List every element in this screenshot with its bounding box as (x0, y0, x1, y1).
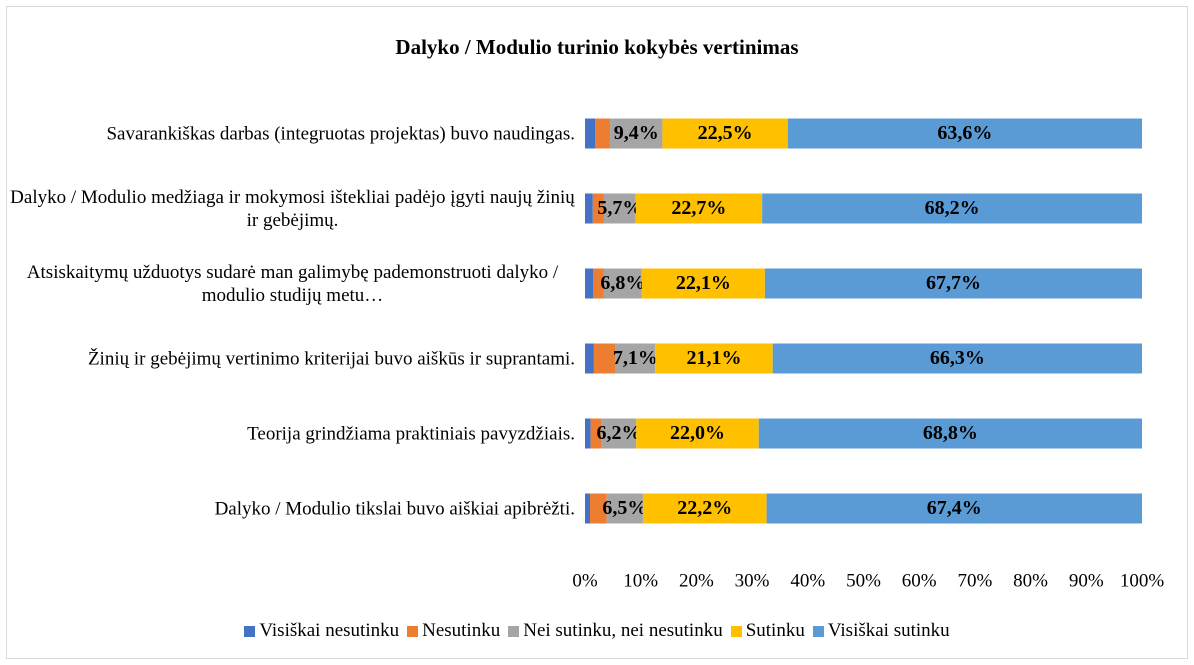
legend-item: Visiškai nesutinku (244, 620, 399, 642)
bar-segment (593, 343, 616, 374)
bar-segment (641, 268, 765, 299)
category-label: Dalyko / Modulio tikslai buvo aiškiai ap… (214, 498, 575, 519)
data-label: 68,8% (923, 422, 978, 444)
data-label: 9,4% (614, 122, 659, 144)
chart-border (6, 6, 1188, 659)
bar-segment (764, 268, 1142, 299)
bar-segment (635, 193, 763, 224)
legend-label: Sutinku (745, 620, 805, 641)
legend-item: Sutinku (730, 620, 805, 642)
bar-segment (662, 118, 788, 149)
bar-segment (762, 193, 1142, 224)
bar-segment (595, 118, 611, 149)
bar-segment (766, 493, 1142, 524)
bar-segment (610, 118, 663, 149)
bar-segment (590, 493, 607, 524)
bar-segment (603, 193, 636, 224)
data-label: 21,1% (686, 347, 741, 369)
bar-segment (585, 268, 594, 299)
category-label: Dalyko / Modulio medžiaga ir mokymosi iš… (10, 186, 575, 231)
bar-segment (585, 343, 594, 374)
bar-segment (590, 418, 602, 449)
bar-segment (585, 193, 593, 224)
legend-label: Visiškai nesutinku (259, 620, 400, 641)
bar-segment (593, 268, 604, 299)
bar-segment (615, 343, 656, 374)
bar-segment (606, 493, 643, 524)
x-tick-label: 40% (790, 570, 825, 591)
legend-swatch (812, 625, 824, 637)
bar-segment (772, 343, 1142, 374)
bar-segment (603, 268, 642, 299)
data-label: 67,4% (927, 497, 982, 519)
data-label: 22,1% (676, 272, 731, 294)
legend-label: Visiškai sutinku (827, 620, 950, 641)
category-label: Savarankiškas darbas (integruotas projek… (106, 123, 575, 144)
legend-swatch (407, 625, 419, 637)
bar-segment (787, 118, 1142, 149)
data-label: 6,2% (596, 422, 641, 444)
x-tick-label: 10% (623, 570, 658, 591)
data-label: 22,0% (670, 422, 725, 444)
bar-segment (601, 418, 637, 449)
legend: Visiškai nesutinku Nesutinku Nei sutinku, … (0, 620, 1194, 642)
data-label: 22,7% (671, 197, 726, 219)
bar-segment (592, 193, 604, 224)
bar-segment (636, 418, 759, 449)
x-tick-label: 100% (1120, 570, 1165, 591)
category-label: Teorija grindžiama praktiniais pavyzdžia… (247, 423, 575, 444)
legend-item: Nesutinku (407, 620, 500, 642)
category-label: Atsiskaitymų užduotys sudarė man galimyb… (26, 261, 559, 306)
data-label: 6,8% (600, 272, 645, 294)
x-tick-label: 0% (572, 570, 598, 591)
x-tick-label: 30% (735, 570, 770, 591)
x-tick-label: 90% (1069, 570, 1104, 591)
x-tick-label: 60% (902, 570, 937, 591)
legend-item: Visiškai sutinku (812, 620, 950, 642)
x-tick-label: 50% (846, 570, 881, 591)
bar-segment (585, 118, 596, 149)
data-label: 66,3% (930, 347, 985, 369)
data-label: 22,5% (698, 122, 753, 144)
data-label: 7,1% (613, 347, 658, 369)
bar-segment (655, 343, 773, 374)
x-tick-label: 20% (679, 570, 714, 591)
data-label: 22,2% (677, 497, 732, 519)
legend-swatch (508, 625, 520, 637)
legend-label: Nesutinku (422, 620, 501, 641)
bar-segment (585, 418, 591, 449)
data-label: 63,6% (937, 122, 992, 144)
bar-segment (642, 493, 767, 524)
data-label: 68,2% (925, 197, 980, 219)
legend-item: Nei sutinku, nei nesutinku (508, 620, 723, 642)
bar-segment (758, 418, 1142, 449)
legend-label: Nei sutinku, nei nesutinku (523, 620, 723, 641)
category-label: Žinių ir gebėjimų vertinimo kriterijai b… (87, 348, 575, 369)
x-tick-label: 70% (957, 570, 992, 591)
legend-swatch (244, 625, 256, 637)
x-tick-label: 80% (1013, 570, 1048, 591)
data-label: 6,5% (602, 497, 647, 519)
data-label: 5,7% (597, 197, 642, 219)
chart-title: Dalyko / Modulio turinio kokybės vertini… (395, 35, 798, 59)
data-label: 67,7% (926, 272, 981, 294)
legend-swatch (730, 625, 742, 637)
bar-segment (585, 493, 591, 524)
